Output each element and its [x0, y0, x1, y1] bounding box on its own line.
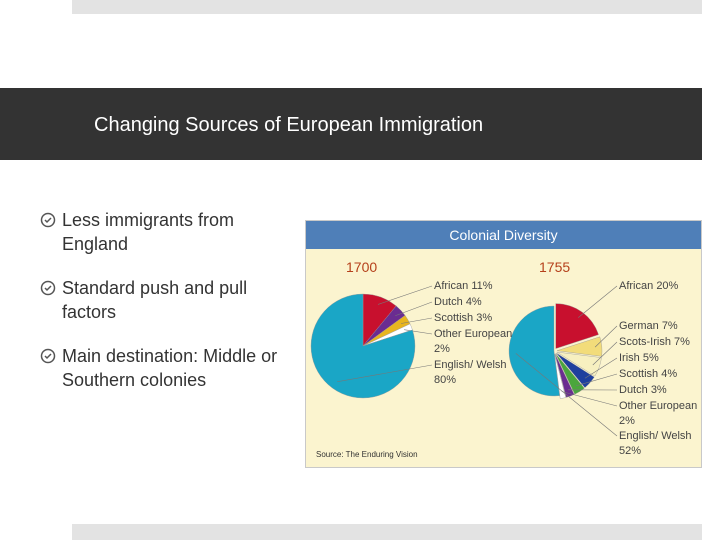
slice-category: German: [619, 320, 659, 332]
slice-category: Other European: [434, 328, 513, 340]
slice-label: African 11%: [434, 279, 514, 294]
bullet-text: Less immigrants from England: [62, 210, 235, 254]
slice-category: African: [434, 280, 469, 292]
slice-category: Irish: [619, 352, 640, 364]
top-bar: [72, 0, 702, 14]
slice-value: 7%: [661, 320, 678, 332]
slice-category: Other European: [619, 400, 698, 412]
slice-value: 80%: [434, 374, 457, 386]
pie-title: 1700: [346, 259, 378, 275]
slice-value: 5%: [642, 352, 659, 364]
leader-line: [404, 329, 433, 335]
figure-source: Source: The Enduring Vision: [316, 450, 418, 459]
slice-value: 3%: [476, 312, 493, 324]
slice-value: 52%: [619, 445, 642, 457]
slice-category: English/ Welsh: [434, 359, 507, 371]
slice-label: Scottish 3%: [434, 311, 514, 326]
leader-line: [336, 364, 433, 383]
slice-category: Scottish: [434, 312, 474, 324]
slice-category: Scots-Irish: [619, 336, 671, 348]
slice-label: English/ Welsh 80%: [434, 358, 514, 388]
leader-line: [592, 341, 618, 366]
slice-label: Other European 2%: [434, 327, 514, 357]
pie-slice: [556, 352, 595, 388]
pie-slice: [555, 303, 599, 349]
bullet: Main destination: Middle or Southern col…: [40, 344, 290, 392]
slice-label: English/ Welsh 52%: [619, 429, 699, 459]
leader-line: [515, 353, 618, 437]
slide-title: Changing Sources of European Immigration: [94, 114, 484, 136]
pie-slice: [556, 351, 602, 377]
leader-line: [377, 285, 433, 305]
slice-value: 4%: [661, 368, 678, 380]
bullet: Less immigrants from England: [40, 208, 290, 256]
slice-label: German 7%: [619, 319, 699, 334]
slice-value: 2%: [619, 415, 635, 427]
title-band: [0, 88, 702, 160]
figure-header: [306, 221, 701, 249]
leader-line: [576, 373, 618, 387]
slice-category: Dutch: [434, 296, 463, 308]
slice-label: Irish 5%: [619, 351, 699, 366]
leader-line: [584, 357, 618, 379]
figure-title: Colonial Diversity: [449, 227, 558, 243]
slice-category: Dutch: [619, 384, 648, 396]
slice-category: Scottish: [619, 368, 659, 380]
pie-slice: [554, 353, 566, 399]
bottom-bar: [72, 524, 702, 540]
slice-value: 11%: [471, 280, 493, 292]
figure-graphics: [310, 285, 618, 437]
bullet-text: Standard push and pull factors: [62, 278, 248, 322]
slice-value: 7%: [674, 336, 690, 348]
slice-category: African: [619, 280, 654, 292]
leader-line: [594, 325, 618, 348]
slice-value: 3%: [650, 384, 667, 396]
slice-label: Other European 2%: [619, 399, 699, 429]
bullet-icon: [40, 348, 56, 364]
leader-line: [395, 301, 433, 317]
leader-line: [400, 317, 433, 324]
leader-line: [578, 285, 618, 318]
slice-category: English/ Welsh: [619, 430, 692, 442]
slice-label: Dutch 3%: [619, 383, 699, 398]
leader-line: [561, 391, 618, 407]
pie-title: 1755: [539, 259, 571, 275]
bullet: Standard push and pull factors: [40, 276, 290, 324]
slice-value: 2%: [434, 343, 450, 355]
bullet-text: Main destination: Middle or Southern col…: [62, 346, 278, 390]
slice-value: 4%: [465, 296, 482, 308]
pie-slice: [508, 305, 560, 397]
slice-label: Dutch 4%: [434, 295, 514, 310]
bullet-icon: [40, 280, 56, 296]
slice-value: 20%: [656, 280, 679, 292]
bullet-icon: [40, 212, 56, 228]
pie-slice: [555, 353, 585, 395]
slice-label: Scottish 4%: [619, 367, 699, 382]
slice-label: African 20%: [619, 279, 699, 294]
figure: Colonial Diversity 1700 1755 Source: The…: [305, 220, 702, 468]
slice-label: Scots-Irish 7%: [619, 335, 699, 350]
pie-slice: [310, 293, 416, 399]
